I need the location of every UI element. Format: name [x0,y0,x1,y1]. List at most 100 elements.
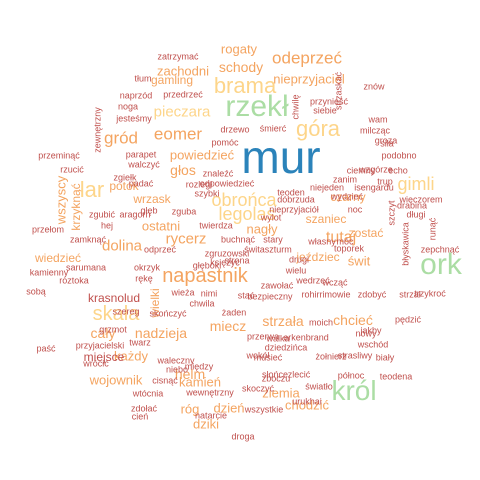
cloud-word: wiedzieć [34,251,82,265]
cloud-word: chwila [189,298,215,309]
cloud-word: wrócić [83,358,109,369]
cloud-word: błyskawica [400,222,411,266]
cloud-word: trup [377,176,393,187]
cloud-word: wszystkie [244,404,284,415]
cloud-word: teoden [277,187,305,198]
cloud-word: walka [266,333,290,344]
cloud-word: wszyscy [53,175,69,225]
cloud-word: groza [374,135,398,146]
cloud-word: zgruzowski [204,248,250,259]
cloud-word: wokół [246,350,270,361]
cloud-word: sobą [26,286,46,297]
cloud-word: dóbrzuda [277,194,315,205]
cloud-word: nieprzyjaciel [273,71,345,87]
cloud-word: wylot [260,212,282,223]
cloud-word: wieża [171,287,195,298]
cloud-word: nowy [355,328,377,339]
cloud-word: krasnolud [87,291,141,305]
cloud-word: przynieść [309,96,349,107]
cloud-word: własny [308,236,336,247]
cloud-word: drugi [288,254,310,265]
cloud-word: natarcie [194,410,228,421]
cloud-word: padać [128,178,154,189]
cloud-word: walczyć [128,159,160,170]
cloud-word: każdy [114,348,148,364]
cloud-word: drzewo [220,124,250,135]
cloud-word: głęboki [192,260,222,271]
cloud-word: musieć [253,352,283,363]
cloud-word: stary [263,234,283,245]
cloud-word: księżyc [210,257,240,268]
cloud-word: szczyt [386,200,397,226]
cloud-word: żołnierz [315,351,347,362]
cloud-word: gamling [150,73,194,87]
cloud-word: pędzić [394,314,422,325]
cloud-word: róg [180,401,200,417]
cloud-word: milcząc [359,125,391,136]
cloud-word: góra [295,116,341,141]
cloud-word: powiedzieć [169,147,235,163]
cloud-word: grzmot [99,324,127,335]
cloud-word: moich [308,317,334,328]
cloud-word: zatrzymać [157,51,199,62]
cloud-word: skończyć [149,308,187,319]
cloud-word: światło [305,381,333,392]
cloud-word: dzień [213,400,245,416]
cloud-word: erkenbrand [283,332,329,343]
cloud-word: świt [347,253,371,269]
cloud-word: dolina [101,237,143,255]
cloud-word: przedrzeć [163,89,203,100]
cloud-word: kamienny [29,267,69,278]
cloud-word: nieprzyjaciół [269,204,319,215]
cloud-word: cisnąć [152,375,178,386]
cloud-word: rękę [135,273,153,284]
cloud-word: odpowiedzieć [199,178,255,189]
cloud-word: teodena [379,371,413,382]
cloud-word: szereg [112,306,140,317]
cloud-word: głos [170,162,196,178]
cloud-word: zdobyć [357,289,387,300]
cloud-word: między [184,361,214,372]
cloud-word: gimli [397,174,435,194]
cloud-word: chodzić [284,397,330,413]
cloud-word: echo [388,165,408,176]
cloud-word: nadzieja [134,325,188,341]
cloud-word: droga [231,431,255,442]
cloud-word: wzgórze [359,164,393,175]
cloud-word: helm [174,366,206,382]
cloud-word: nagły [246,221,278,237]
cloud-word: strzała [262,313,304,329]
cloud-word: schody [218,59,264,75]
cloud-word: siebie [313,105,337,116]
cloud-word: wam [368,114,388,125]
cloud-word: chcieć [333,312,373,328]
cloud-word: zamknąć [69,234,107,245]
cloud-word: parapet [125,149,157,160]
cloud-word: zgubić [88,209,116,220]
cloud-word: niebo [165,364,189,375]
cloud-word: przyjacielski [75,340,125,351]
cloud-word: skała [92,303,140,325]
cloud-word: sarumana [65,262,107,273]
cloud-word: lar [79,177,105,202]
cloud-word: rohirrimowie [301,289,351,300]
cloud-word: słońce [261,369,289,380]
cloud-word: biały [375,352,395,363]
cloud-word: zdołać [130,403,158,414]
cloud-word: głęb [140,205,158,216]
cloud-word: dziki [192,416,220,432]
cloud-word: wojownik [89,372,143,388]
cloud-word: paść [36,343,56,354]
cloud-word: kamień [179,374,221,390]
cloud-word: król [331,375,377,406]
cloud-word: ork [420,248,462,281]
cloud-word: wieczorem [399,194,443,205]
cloud-word: zewnętrzny [92,107,103,153]
cloud-word: zanim [332,174,358,185]
cloud-word: miecz [209,318,247,334]
cloud-word: północ [337,370,365,381]
cloud-word: wschód [357,339,389,350]
cloud-word: dziedzińca [264,342,308,353]
cloud-word: długi [406,209,426,220]
cloud-word: hej [100,220,114,231]
